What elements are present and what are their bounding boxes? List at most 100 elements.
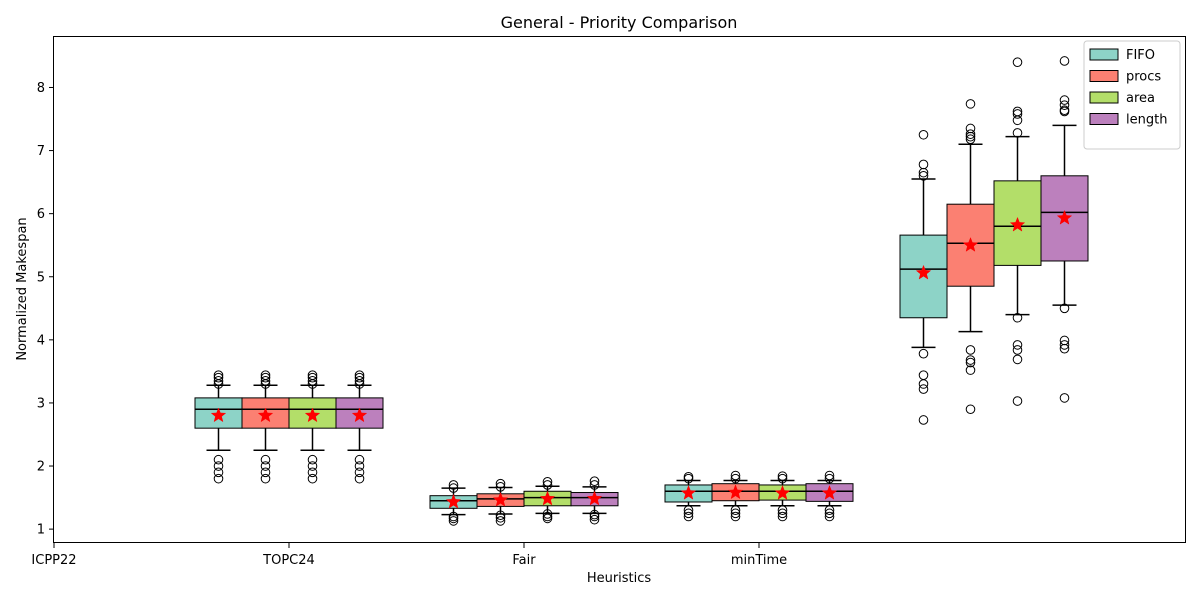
axes-frame [53, 36, 1186, 543]
outlier-point [213, 461, 224, 471]
outlier-point [1012, 396, 1023, 406]
outlier-point [965, 99, 976, 109]
outlier-point [213, 454, 224, 465]
outlier-point [307, 370, 318, 380]
mean-marker [962, 236, 979, 252]
outlier-point [354, 461, 365, 471]
outlier-point [1012, 354, 1023, 365]
outlier-point [918, 348, 929, 359]
mean-marker [727, 484, 744, 500]
outlier-point [965, 134, 976, 145]
outlier-point [730, 511, 741, 522]
outlier-point [542, 511, 553, 522]
outlier-point [542, 480, 553, 490]
legend-label-fifo: FIFO [1126, 48, 1155, 63]
outlier-point [683, 505, 694, 515]
y-tick-label: 6 [37, 207, 45, 222]
outlier-point [777, 508, 788, 519]
outlier-point [965, 357, 976, 368]
outlier-point [918, 159, 929, 170]
outlier-point [1012, 57, 1023, 68]
outlier-point [448, 483, 459, 493]
outlier-point [448, 511, 459, 522]
outlier-point [965, 365, 976, 375]
y-tick-label: 3 [37, 396, 45, 411]
outlier-point [354, 454, 365, 465]
y-tick-label: 7 [37, 144, 45, 159]
outlier-point [965, 129, 976, 139]
outlier-point [307, 372, 318, 383]
outlier-point [918, 415, 929, 425]
outlier-point [824, 505, 835, 515]
outlier-point [730, 473, 741, 484]
outlier-point [307, 473, 318, 484]
outlier-point [495, 516, 506, 526]
x-tick-label: TOPC24 [262, 553, 315, 568]
outlier-point [213, 473, 224, 484]
outlier-point [589, 509, 600, 520]
outlier-point [260, 376, 271, 386]
legend: FIFO procs area length [1083, 40, 1181, 150]
outlier-point [213, 370, 224, 380]
outlier-point [448, 516, 459, 526]
mean-marker [351, 407, 368, 423]
mean-marker [821, 484, 838, 500]
mean-marker [774, 484, 791, 500]
outlier-point [1012, 106, 1023, 117]
x-tick-label: Fair [512, 553, 536, 568]
outlier-point [495, 482, 506, 492]
mean-marker [680, 484, 697, 500]
chart-title: General - Priority Comparison [501, 13, 738, 32]
mean-marker [539, 490, 556, 506]
outlier-point [260, 473, 271, 484]
outlier-point [213, 467, 224, 478]
outlier-point [1012, 109, 1023, 119]
outlier-point [777, 511, 788, 522]
outlier-point [777, 471, 788, 481]
outlier-point [1059, 335, 1070, 346]
outlier-point [307, 467, 318, 478]
outlier-point [965, 404, 976, 415]
legend-label-length: length [1126, 113, 1167, 128]
outlier-point [260, 467, 271, 478]
outlier-point [307, 454, 318, 465]
outlier-point [1059, 343, 1070, 354]
outlier-point [965, 355, 976, 365]
mean-marker [586, 490, 603, 506]
outlier-point [1012, 340, 1023, 350]
outlier-point [213, 372, 224, 383]
y-tick-label: 4 [37, 333, 45, 348]
mean-marker [210, 407, 227, 423]
outlier-point [1059, 340, 1070, 350]
outlier-point [1012, 312, 1023, 323]
outlier-point [1059, 95, 1070, 105]
outlier-point [495, 512, 506, 523]
mean-marker [304, 407, 321, 423]
outlier-point [354, 473, 365, 484]
outlier-point [448, 480, 459, 490]
legend-swatch-fifo [1089, 48, 1119, 61]
mean-marker [1056, 209, 1073, 225]
outlier-point [824, 508, 835, 519]
outlier-point [260, 454, 271, 465]
outlier-point [777, 473, 788, 484]
outlier-point [918, 129, 929, 140]
legend-swatch-procs [1089, 70, 1119, 82]
outlier-point [683, 471, 694, 482]
outlier-point [495, 478, 506, 489]
mean-marker [915, 264, 932, 280]
outlier-point [730, 470, 741, 481]
outlier-point [1059, 56, 1070, 66]
outlier-point [918, 379, 929, 389]
outlier-point [354, 376, 365, 386]
legend-swatch-length [1089, 113, 1119, 125]
outlier-point [1012, 128, 1023, 138]
outlier-point [824, 511, 835, 522]
outlier-point [213, 376, 224, 386]
outlier-point [589, 476, 600, 486]
outlier-point [260, 372, 271, 383]
outlier-point [354, 372, 365, 383]
outlier-point [542, 509, 553, 519]
outlier-point [824, 473, 835, 484]
